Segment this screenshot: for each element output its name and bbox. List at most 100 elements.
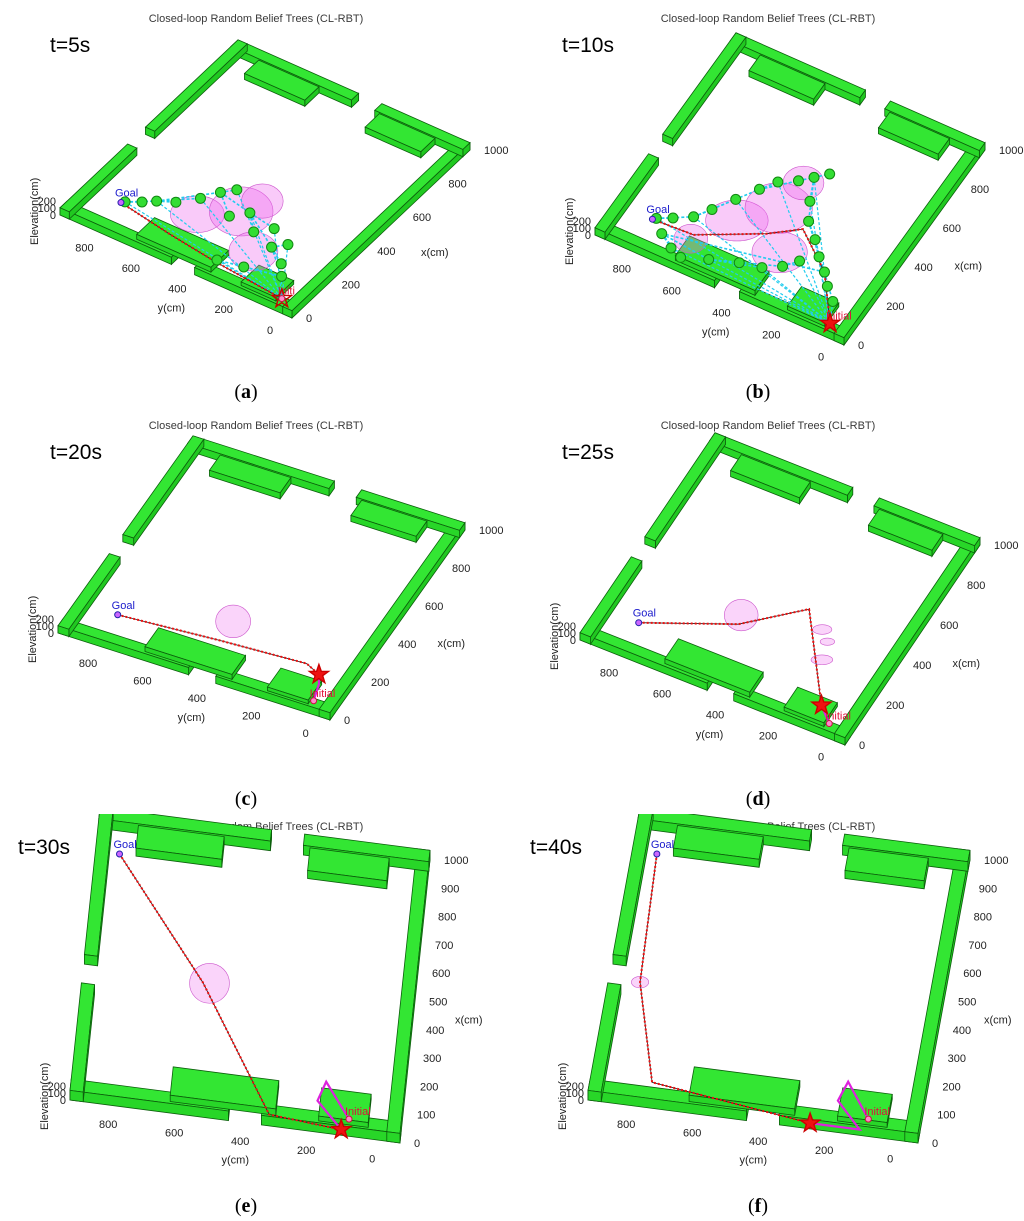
time-label: t=25s [562, 441, 614, 464]
goal-label: Goal [651, 839, 674, 851]
x-tick-9: 900 [441, 883, 459, 895]
x-tick-4: 400 [953, 1025, 971, 1037]
y-tick-4: 800 [79, 658, 97, 670]
wall-2-side-a [329, 521, 466, 722]
belief-node-12 [282, 239, 294, 251]
tree-link-18 [670, 247, 831, 324]
wall-6-top [662, 32, 747, 140]
tree-edge-2 [656, 216, 694, 220]
x-tick-2: 400 [398, 639, 416, 651]
wall-7-side-b [364, 126, 422, 159]
caption-c-letter: c [241, 788, 251, 810]
x-tick-4: 800 [448, 179, 466, 191]
wall-6-top [644, 432, 727, 542]
wall-5-top [594, 153, 660, 233]
z-axis-label: Elevation(cm) [564, 198, 576, 265]
caption-a-letter: a [241, 381, 251, 403]
caption-f: (f) [747, 1195, 768, 1217]
belief-node-20 [703, 254, 715, 265]
wall-2-side-a [843, 141, 986, 347]
panel-e: Closed-loop Random Belief Trees (CL-RBT)… [0, 814, 512, 1221]
x-axis-label: x(cm) [955, 261, 983, 273]
planned-path [639, 853, 811, 1125]
y-axis-label: y(cm) [222, 1155, 250, 1167]
tree-edge-20 [661, 232, 710, 261]
z-tick-0: 0 [570, 635, 576, 647]
y-axis-label: y(cm) [158, 303, 186, 315]
belief-node-7 [223, 210, 235, 222]
tree-edge-5 [156, 191, 221, 202]
y-tick-1: 200 [297, 1145, 315, 1157]
z-tick-0: 0 [48, 628, 54, 640]
belief-ellipse-0 [724, 599, 759, 632]
x-tick-0: 0 [414, 1138, 420, 1150]
wall-2-top [833, 533, 981, 739]
x-tick-5: 1000 [999, 145, 1023, 157]
initial-label: Initial [310, 688, 336, 700]
panel-d-plot: Closed-loop Random Belief Trees (CL-RBT)… [549, 420, 1018, 764]
wall-6-side-a [654, 435, 727, 550]
caption-b-letter: b [752, 381, 764, 403]
x-tick-0: 0 [932, 1138, 938, 1150]
z-tick-1: 100 [48, 1088, 66, 1100]
belief-node-11 [803, 215, 815, 227]
x-tick-2: 400 [913, 660, 931, 672]
x-tick-2: 400 [914, 262, 932, 274]
z-axis-label: Elevation(cm) [549, 603, 561, 670]
time-label: t=30s [18, 836, 70, 859]
belief-node-13 [275, 258, 287, 270]
y-tick-1: 200 [759, 731, 777, 743]
y-axis-label: y(cm) [178, 712, 206, 724]
tree-link-20 [708, 258, 831, 324]
belief-node-10 [804, 195, 816, 207]
wall-2-side-a [291, 141, 471, 319]
wall-6-top [122, 435, 205, 539]
plot-title: Closed-loop Random Belief Trees (CL-RBT) [149, 13, 364, 25]
x-tick-7: 700 [968, 940, 986, 952]
y-tick-4: 800 [617, 1119, 635, 1131]
executed-path [809, 1079, 870, 1132]
initial-marker [310, 697, 318, 705]
wall-7-side-b [844, 870, 925, 890]
wall-9-side-b [664, 658, 751, 698]
panel-e-plot: Closed-loop Random Belief Trees (CL-RBT)… [18, 814, 483, 1167]
robot-star [818, 311, 842, 334]
x-tick-9: 900 [979, 883, 997, 895]
caption-c: (c) [234, 788, 258, 810]
wall-8-side-b [748, 69, 815, 106]
panel-b-plot: Closed-loop Random Belief Trees (CL-RBT)… [562, 13, 1023, 363]
wall-2-top [833, 137, 986, 339]
z-axis-label: Elevation(cm) [29, 178, 41, 245]
wall-5-top [69, 982, 96, 1093]
y-tick-2: 400 [168, 284, 186, 296]
belief-node-12 [809, 234, 821, 246]
belief-node-4 [194, 192, 206, 204]
wall-6-top [83, 814, 114, 957]
caption-a: (a) [234, 381, 258, 403]
x-tick-5: 500 [429, 997, 447, 1009]
panel-a: Closed-loop Random Belief Trees (CL-RBT)… [0, 0, 512, 407]
y-tick-3: 600 [165, 1128, 183, 1140]
belief-node-5 [214, 186, 226, 198]
z-tick-0: 0 [50, 210, 56, 222]
initial-marker [278, 295, 286, 303]
x-tick-3: 600 [943, 223, 961, 235]
x-tick-0: 0 [859, 740, 865, 752]
y-tick-2: 400 [231, 1136, 249, 1148]
belief-node-9 [248, 226, 260, 238]
wall-2-top [282, 138, 471, 312]
panel-c: Closed-loop Random Belief Trees (CL-RBT)… [0, 407, 512, 814]
belief-node-15 [821, 280, 833, 292]
x-tick-1: 200 [886, 301, 904, 313]
y-tick-0: 0 [303, 728, 309, 740]
tree-link-0 [124, 201, 283, 300]
belief-node-15 [238, 261, 250, 273]
plot-title: Closed-loop Random Belief Trees (CL-RBT) [661, 13, 876, 25]
tree-link-6 [777, 181, 831, 324]
belief-node-14 [276, 270, 288, 282]
belief-node-18 [665, 242, 677, 254]
wall-6-side-b [145, 126, 156, 140]
wall-9-side-b [169, 1094, 277, 1116]
wall-2-side-b [904, 1131, 919, 1144]
x-tick-2: 200 [420, 1081, 438, 1093]
